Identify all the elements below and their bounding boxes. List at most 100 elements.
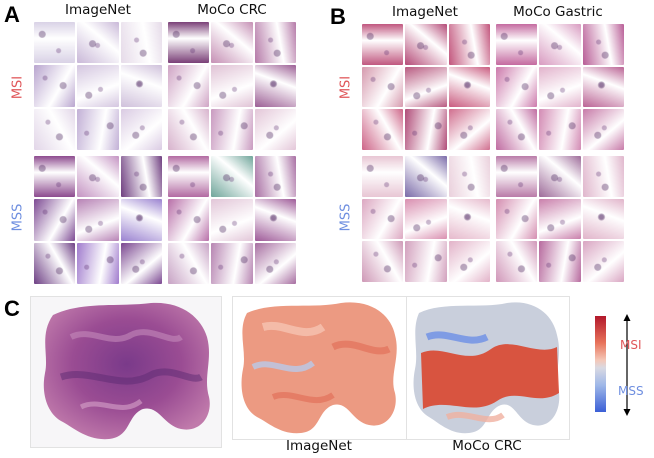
histology-tile bbox=[405, 109, 447, 150]
he-tissue bbox=[43, 302, 210, 440]
histology-tile bbox=[496, 24, 538, 65]
histology-tile bbox=[539, 156, 581, 197]
histology-tile bbox=[168, 108, 210, 150]
panel-b-msi-label: MSI bbox=[338, 75, 354, 100]
histology-tile bbox=[496, 156, 538, 197]
histology-tile bbox=[496, 198, 538, 240]
panel-a-moco-mss-grid bbox=[168, 156, 296, 284]
histology-tile bbox=[448, 241, 490, 282]
histology-tile bbox=[254, 199, 296, 241]
histology-tile bbox=[539, 66, 581, 108]
histology-tile bbox=[34, 22, 76, 64]
histology-tile bbox=[34, 242, 76, 284]
caption-moco: MoCo CRC bbox=[452, 438, 522, 454]
histology-tile bbox=[77, 22, 119, 64]
histology-tile bbox=[448, 198, 490, 240]
wsi-imagenet-heatmap bbox=[232, 296, 408, 440]
histology-tile bbox=[405, 241, 447, 282]
panel-a-moco-title: MoCo CRC bbox=[197, 2, 267, 18]
histology-tile bbox=[77, 108, 119, 150]
panel-b-mss-label: MSS bbox=[338, 203, 354, 232]
colorbar-mss-label: MSS bbox=[618, 384, 644, 398]
histology-tile bbox=[254, 65, 296, 107]
histology-tile bbox=[211, 22, 253, 64]
histology-tile bbox=[120, 199, 162, 241]
caption-imagenet: ImageNet bbox=[286, 438, 352, 454]
histology-tile bbox=[448, 109, 490, 150]
panel-a-imagenet-mss-grid bbox=[34, 156, 162, 284]
histology-tile bbox=[211, 199, 253, 241]
histology-tile bbox=[362, 156, 404, 197]
histology-tile bbox=[254, 156, 296, 198]
histology-tile bbox=[582, 198, 624, 240]
panel-a-msi-label: MSI bbox=[10, 75, 26, 100]
panel-b-moco-title: MoCo Gastric bbox=[513, 4, 603, 20]
histology-tile bbox=[168, 22, 210, 64]
histology-tile bbox=[539, 24, 581, 65]
histology-tile bbox=[582, 241, 624, 282]
histology-tile bbox=[539, 109, 581, 150]
histology-tile bbox=[254, 108, 296, 150]
histology-tile bbox=[539, 241, 581, 282]
histology-tile bbox=[405, 24, 447, 65]
histology-tile bbox=[254, 22, 296, 64]
panel-b-moco-msi-grid bbox=[496, 24, 624, 150]
histology-tile bbox=[582, 66, 624, 108]
histology-tile bbox=[120, 22, 162, 64]
colorbar-msi-label: MSI bbox=[620, 338, 642, 352]
histology-tile bbox=[582, 109, 624, 150]
histology-tile bbox=[448, 66, 490, 108]
histology-tile bbox=[211, 156, 253, 198]
histology-tile bbox=[362, 24, 404, 65]
histology-tile bbox=[77, 65, 119, 107]
panel-b-imagenet-mss-grid bbox=[362, 156, 490, 282]
he-slide-svg bbox=[43, 302, 210, 440]
histology-tile bbox=[77, 242, 119, 284]
histology-tile bbox=[496, 66, 538, 108]
panel-letter-c: C bbox=[4, 296, 20, 321]
histology-tile bbox=[34, 108, 76, 150]
histology-tile bbox=[34, 199, 76, 241]
panel-letter-a: A bbox=[4, 2, 20, 27]
histology-tile bbox=[448, 24, 490, 65]
histology-tile bbox=[168, 242, 210, 284]
wsi-moco-heatmap bbox=[406, 296, 570, 440]
panel-a-moco-msi-grid bbox=[168, 22, 296, 150]
colorbar bbox=[595, 316, 606, 412]
histology-tile bbox=[496, 241, 538, 282]
histology-tile bbox=[120, 65, 162, 107]
histology-tile bbox=[77, 156, 119, 198]
histology-tile bbox=[539, 198, 581, 240]
histology-tile bbox=[168, 156, 210, 198]
histology-tile bbox=[405, 198, 447, 240]
histology-tile bbox=[362, 109, 404, 150]
histology-tile bbox=[448, 156, 490, 197]
histology-tile bbox=[211, 242, 253, 284]
imagenet-heatmap-svg bbox=[241, 302, 397, 434]
histology-tile bbox=[582, 156, 624, 197]
histology-tile bbox=[34, 65, 76, 107]
histology-tile bbox=[211, 65, 253, 107]
histology-tile bbox=[405, 156, 447, 197]
histology-tile bbox=[34, 156, 76, 198]
histology-tile bbox=[405, 66, 447, 108]
histology-tile bbox=[362, 241, 404, 282]
histology-tile bbox=[168, 65, 210, 107]
histology-tile bbox=[362, 198, 404, 240]
histology-tile bbox=[582, 24, 624, 65]
moco-heatmap-svg bbox=[413, 302, 560, 434]
imagenet-tissue-map bbox=[241, 302, 397, 434]
panel-a-mss-label: MSS bbox=[10, 203, 26, 232]
panel-b-imagenet-msi-grid bbox=[362, 24, 490, 150]
panel-a-imagenet-msi-grid bbox=[34, 22, 162, 150]
histology-tile bbox=[120, 108, 162, 150]
panel-a-imagenet-title: ImageNet bbox=[65, 2, 131, 18]
histology-tile bbox=[168, 199, 210, 241]
wsi-he-image bbox=[30, 296, 222, 448]
panel-letter-b: B bbox=[330, 4, 346, 29]
histology-tile bbox=[362, 66, 404, 108]
histology-tile bbox=[496, 109, 538, 150]
panel-b-moco-mss-grid bbox=[496, 156, 624, 282]
histology-tile bbox=[120, 242, 162, 284]
histology-tile bbox=[77, 199, 119, 241]
